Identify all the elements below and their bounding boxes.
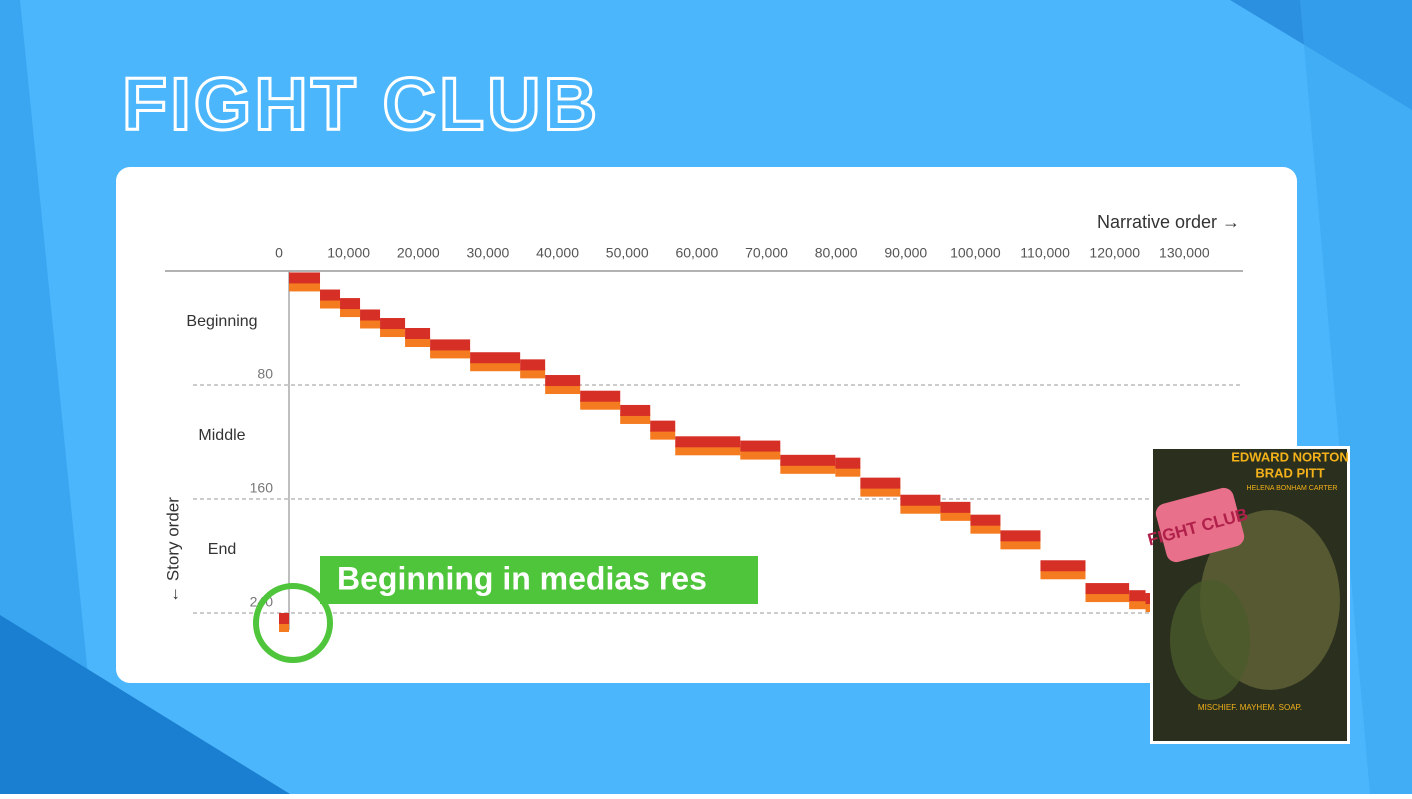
scene-under [1040,569,1086,580]
scene-under [650,429,676,440]
scene [835,457,861,469]
scene-under [835,466,861,477]
scene [470,352,521,364]
scene [580,390,621,402]
scene-under [545,384,581,395]
scene [360,309,381,321]
chart: Narrative order → 0 10,000 20,000 30,000 40,0… [163,212,1243,632]
scene-under [360,318,381,329]
x-tick-label: 60,000 [675,245,718,261]
scene [520,359,546,371]
scene-under [380,327,406,338]
scene [940,501,971,513]
poster-soap [1155,487,1245,563]
scene [405,328,431,339]
scene [1040,560,1086,572]
x-tick-label: 20,000 [397,245,440,261]
poster-figure [1170,580,1250,700]
scene [279,613,289,624]
scene-under [580,399,621,410]
section-label: End [208,541,236,558]
x-tick-label: 0 [275,245,283,261]
x-tick-label: 90,000 [884,245,927,261]
card [116,167,1297,683]
scene [650,420,676,432]
scene-under [430,348,471,359]
scene [1085,583,1130,595]
scene-under [340,307,361,318]
section-label: Middle [198,427,245,444]
bg-shape [0,0,100,794]
scene-under [620,413,651,424]
x-tick-label: 120,000 [1089,245,1140,261]
y-tick-label: 80 [257,366,273,382]
scene-under [675,445,741,456]
slide-title: FIGHT CLUB [122,63,600,146]
scene-under [279,622,289,632]
scene [860,477,901,489]
x-tick-label: 70,000 [745,245,788,261]
scene [620,404,651,416]
annotation: Beginning in medias res [337,560,707,596]
annotation-box [320,556,758,604]
scene-under [470,361,521,372]
scene-under [970,523,1001,534]
scene-under [940,510,971,521]
scene-under [405,337,431,347]
scene [380,318,406,330]
scene-under [520,368,546,379]
x-tick-label: 80,000 [815,245,858,261]
scene [1000,530,1041,542]
poster-text: MISCHIEF. MAYHEM. SOAP. [1198,703,1302,712]
y-axis-label: ← Story order [163,497,182,603]
x-tick-label: 10,000 [327,245,370,261]
scene [320,289,341,301]
scene-under [320,298,341,309]
x-axis-label: Narrative order → [1097,212,1240,232]
scene [780,454,836,466]
scene [289,272,321,284]
poster-text: BRAD PITT [1255,465,1324,480]
x-tick-label: 50,000 [606,245,649,261]
x-tick-label: 30,000 [467,245,510,261]
scene [900,494,941,506]
scene-under [289,281,321,292]
x-tick-label: 110,000 [1020,245,1070,261]
scene-under [740,449,781,460]
y-tick-label: 160 [250,480,274,496]
scene [545,375,581,387]
scene-under [1000,539,1041,550]
section-label: Beginning [186,313,257,330]
scene-under [1129,599,1146,610]
bg-shape [0,615,290,794]
scene [1129,590,1146,602]
highlight-circle [253,583,333,663]
x-tick-label: 130,000 [1159,245,1210,261]
scene [970,514,1001,526]
scene [340,298,361,310]
scene-under [780,463,836,474]
x-tick-label: 40,000 [536,245,579,261]
scene [430,339,471,351]
scene-under [900,503,941,514]
bg-shape [1300,0,1412,794]
x-tick-label: 100,000 [950,245,1001,261]
scene-under [1085,592,1130,603]
scene [675,436,741,448]
scene [740,440,781,452]
scene-under [860,486,901,497]
poster-text: HELENA BONHAM CARTER [1247,485,1338,492]
poster-text: EDWARD NORTON [1231,449,1348,464]
poster: EDWARD NORTON BRAD PITT HELENA BONHAM CA… [1146,446,1350,744]
